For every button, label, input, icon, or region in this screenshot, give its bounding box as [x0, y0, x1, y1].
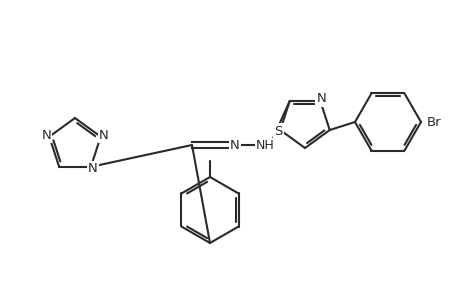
- Text: S: S: [274, 124, 282, 137]
- Text: Br: Br: [426, 116, 440, 128]
- Text: N: N: [230, 139, 239, 152]
- Text: N: N: [41, 129, 51, 142]
- Text: N: N: [88, 162, 97, 175]
- Text: NH: NH: [255, 139, 274, 152]
- Text: N: N: [99, 129, 108, 142]
- Text: N: N: [316, 92, 325, 106]
